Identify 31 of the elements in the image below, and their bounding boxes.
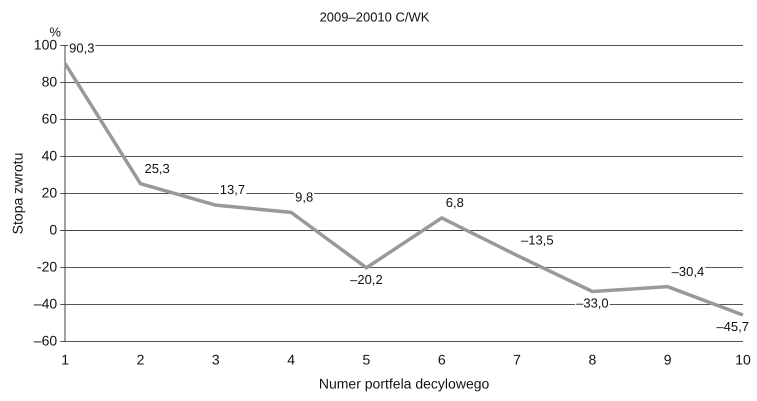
x-tick-label: 3: [212, 352, 220, 368]
x-tick-label: 5: [362, 352, 371, 368]
data-label: –45,7: [716, 319, 749, 334]
x-axis-title: Numer portfela decylowego: [318, 375, 490, 392]
x-tick-label: 7: [513, 352, 522, 368]
data-label: 13,7: [220, 182, 246, 198]
chart-title: 2009–20010 C/WK: [320, 9, 430, 24]
x-tick-label: 6: [438, 352, 446, 368]
x-tick-label: 9: [664, 352, 672, 368]
data-label: 90,3: [69, 40, 94, 56]
data-label: –30,4: [672, 264, 704, 279]
x-tick-label: 1: [61, 352, 70, 368]
y-tick-label: -20: [36, 258, 58, 274]
data-label: –20,2: [350, 272, 383, 287]
y-tick-label: –40: [34, 295, 58, 312]
y-tick-label: 80: [42, 73, 58, 90]
y-tick-label: 0: [49, 221, 58, 238]
x-tick-label: 4: [287, 352, 296, 368]
y-tick-label: 40: [42, 147, 58, 164]
x-tick-label: 2: [136, 352, 145, 368]
y-tick-label: 20: [42, 184, 58, 200]
y-tick-label: 60: [42, 110, 58, 126]
data-label: 25,3: [144, 160, 170, 176]
data-label: 6,8: [446, 194, 464, 210]
y-axis-title: Stopa zwrotu: [9, 152, 26, 234]
y-tick-label: –60: [34, 332, 58, 348]
data-label: –33,0: [576, 296, 609, 311]
data-label: –13,5: [521, 232, 554, 248]
x-tick-label: 10: [735, 352, 751, 368]
data-label: 9,8: [295, 189, 314, 204]
x-tick-label: 8: [588, 352, 596, 368]
